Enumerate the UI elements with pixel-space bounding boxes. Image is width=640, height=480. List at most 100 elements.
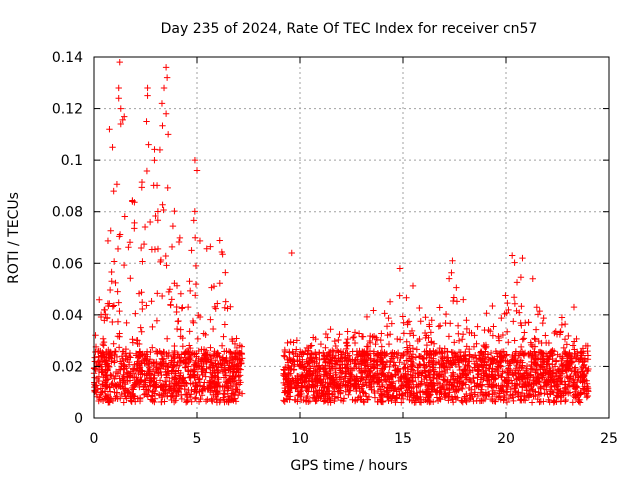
data-point xyxy=(144,92,151,99)
data-point xyxy=(290,377,297,385)
data-point xyxy=(139,258,146,265)
data-point xyxy=(455,359,462,366)
data-point xyxy=(290,339,297,346)
data-point xyxy=(376,377,383,385)
data-point xyxy=(578,373,586,380)
data-point xyxy=(365,372,372,380)
data-point xyxy=(360,389,367,396)
data-point xyxy=(209,325,217,333)
data-point xyxy=(158,292,166,300)
data-point xyxy=(509,392,516,400)
data-point xyxy=(102,311,109,318)
data-point xyxy=(563,366,570,374)
data-point xyxy=(583,367,591,375)
data-point xyxy=(561,336,569,343)
data-point xyxy=(192,292,199,299)
data-point xyxy=(302,383,309,390)
data-point xyxy=(132,350,140,357)
data-point xyxy=(358,373,366,380)
data-point xyxy=(305,358,313,366)
data-point xyxy=(311,358,318,365)
data-point xyxy=(163,352,171,360)
data-point xyxy=(191,208,199,215)
data-point xyxy=(181,363,189,371)
data-point xyxy=(195,312,202,319)
data-point xyxy=(460,296,467,303)
data-point xyxy=(193,167,201,174)
data-point xyxy=(480,391,487,398)
data-point xyxy=(142,355,149,362)
data-point xyxy=(381,373,389,380)
data-point xyxy=(458,397,465,405)
data-point xyxy=(190,366,197,373)
data-point xyxy=(232,380,240,387)
data-point xyxy=(237,350,244,357)
data-point xyxy=(376,358,384,365)
data-point xyxy=(103,396,111,403)
data-point xyxy=(188,398,195,405)
data-point xyxy=(164,184,171,192)
data-point xyxy=(331,395,339,402)
data-point xyxy=(434,379,442,387)
data-point xyxy=(163,262,170,269)
data-point xyxy=(177,358,184,365)
data-point xyxy=(394,335,401,343)
data-point xyxy=(290,366,297,374)
data-point xyxy=(125,353,133,360)
data-point xyxy=(359,349,367,356)
data-point xyxy=(344,328,351,335)
data-point xyxy=(378,343,386,350)
data-point xyxy=(511,337,518,344)
data-point xyxy=(307,342,314,350)
data-point xyxy=(385,314,392,322)
data-point xyxy=(393,388,400,395)
data-point xyxy=(507,366,514,374)
data-point xyxy=(385,369,393,376)
data-point xyxy=(557,387,564,395)
data-point xyxy=(186,374,193,381)
data-point xyxy=(121,213,128,220)
data-point xyxy=(386,331,394,338)
data-point xyxy=(456,378,463,385)
data-point xyxy=(503,382,510,390)
data-point xyxy=(359,357,366,364)
data-point xyxy=(415,395,422,402)
data-point xyxy=(412,354,420,361)
data-point xyxy=(317,372,325,380)
data-point xyxy=(287,338,294,346)
data-point xyxy=(306,397,314,405)
data-point xyxy=(468,386,475,394)
data-point xyxy=(144,84,151,92)
data-point xyxy=(557,374,564,381)
data-point xyxy=(168,243,176,251)
data-point xyxy=(313,393,320,401)
data-point xyxy=(281,346,288,354)
data-point xyxy=(327,370,334,377)
data-point xyxy=(125,243,132,251)
data-point xyxy=(459,385,466,393)
data-point xyxy=(362,376,370,384)
data-point xyxy=(372,370,380,378)
data-point xyxy=(449,354,457,361)
data-point xyxy=(353,375,360,382)
data-point xyxy=(406,355,414,362)
data-point xyxy=(581,376,588,384)
data-point xyxy=(200,330,207,337)
data-point xyxy=(426,367,434,374)
data-point xyxy=(346,370,354,377)
data-point xyxy=(214,361,222,368)
y-axis-label: ROTI / TECUs xyxy=(6,192,22,284)
data-point xyxy=(552,328,559,335)
data-point xyxy=(542,382,550,389)
data-point xyxy=(281,398,288,405)
data-point xyxy=(509,380,516,387)
data-point xyxy=(122,381,129,388)
data-point xyxy=(553,394,560,401)
data-point xyxy=(196,376,203,383)
data-point xyxy=(126,239,134,246)
data-point xyxy=(372,340,379,348)
data-point xyxy=(556,331,564,338)
data-point xyxy=(536,307,543,315)
data-point xyxy=(344,335,351,343)
data-point xyxy=(553,370,560,378)
